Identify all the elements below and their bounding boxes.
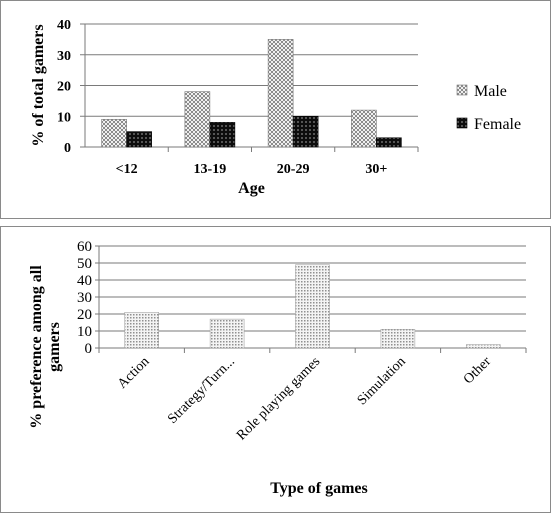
bar	[209, 318, 245, 349]
bar-female	[376, 137, 402, 148]
y-tick-label: 10	[77, 324, 92, 340]
y-axis-title: % of total gamers	[30, 24, 47, 146]
legend-swatch-male	[456, 84, 468, 96]
x-tick-label: 30+	[365, 162, 387, 177]
x-tick-label: Role playing games	[234, 354, 323, 443]
bar-male	[351, 109, 377, 148]
x-tick-label: <12	[116, 162, 138, 177]
x-tick-label: Action	[115, 354, 153, 392]
age-chart: 0 10 20 30 40 <12 13-19 20-29 30+ Age % of total g…	[30, 18, 521, 197]
legend-label-female: Female	[474, 116, 521, 133]
x-tick-label: 13-19	[194, 162, 227, 177]
y-tick-label: 30	[77, 290, 92, 306]
x-tick-label: Strategy/Turn...	[165, 354, 238, 427]
x-tick-label: 20-29	[277, 162, 310, 177]
bar	[124, 312, 159, 349]
age-chart-panel: 0 10 20 30 40 <12 13-19 20-29 30+ Age % of total g…	[0, 0, 551, 219]
bar	[295, 264, 330, 349]
bar-female	[126, 131, 152, 148]
legend-swatch-female	[456, 117, 468, 129]
bar-female	[209, 122, 236, 148]
bar-male	[101, 119, 127, 148]
x-axis-title: Age	[238, 180, 265, 197]
y-tick-label: 0	[85, 341, 93, 357]
y-tick-label: 60	[77, 239, 92, 255]
bar	[466, 344, 501, 349]
y-tick-label: 10	[57, 110, 71, 125]
y-tick-label: 30	[57, 49, 71, 64]
x-axis-title: Type of games	[270, 480, 367, 497]
y-tick-label: 20	[57, 80, 71, 95]
game-type-chart-panel: 0 10 20 30 40 50 60 Action Strategy/Turn... Role …	[0, 226, 551, 513]
y-tick-label: 40	[57, 18, 71, 33]
y-tick-label: 0	[64, 141, 71, 156]
y-tick-label: 20	[77, 307, 92, 323]
x-tick-label: Simulation	[355, 354, 409, 408]
bar-male	[184, 91, 211, 148]
y-tick-label: 50	[77, 256, 92, 272]
y-axis-title: % preference among allgamers	[28, 265, 63, 429]
legend-label-male: Male	[474, 83, 507, 100]
y-tick-label: 40	[77, 273, 92, 289]
bar-female	[292, 115, 319, 148]
bar	[380, 329, 416, 349]
x-tick-label: Other	[461, 354, 494, 387]
bar-male	[267, 39, 294, 148]
